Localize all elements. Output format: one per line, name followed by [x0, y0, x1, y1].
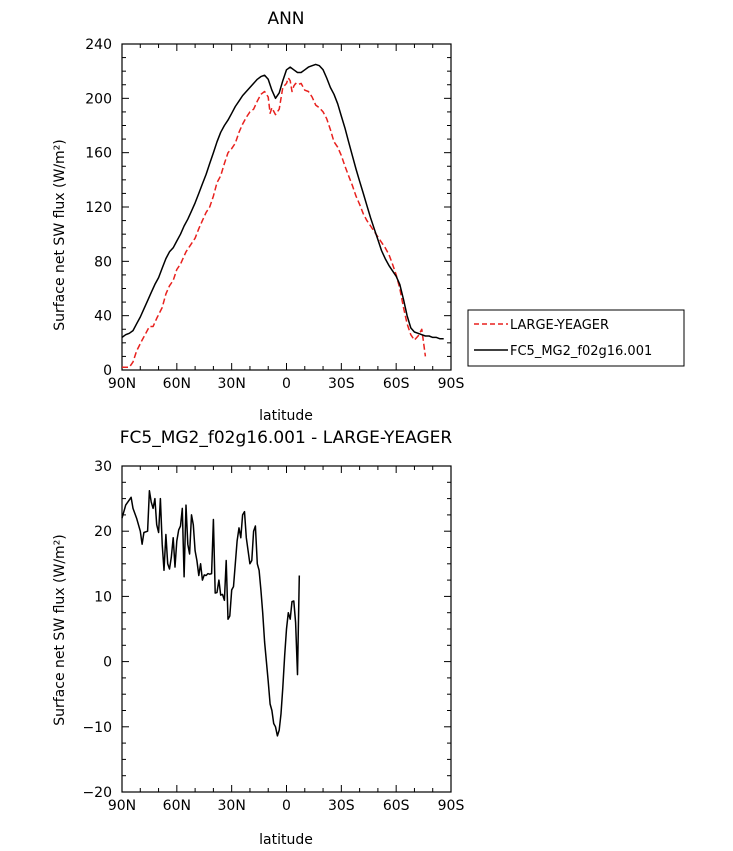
- bottom-chart-title: FC5_MG2_f02g16.001 - LARGE-YEAGER: [120, 428, 453, 448]
- top-chart-panel: ANN 90N 60N 30N 0 30S 60S 90S 0 40 80 120 160 200 240…: [52, 9, 685, 424]
- y-tick-label: 80: [94, 254, 112, 270]
- x-tick-label: 60N: [163, 798, 191, 814]
- y-tick-label: 0: [103, 655, 112, 671]
- top-y-axis-label: Surface net SW flux (W/m²): [52, 139, 68, 331]
- x-tick-label: 90S: [438, 376, 465, 392]
- y-tick-label: 240: [85, 37, 112, 53]
- top-plot-area: 90N 60N 30N 0 30S 60S 90S 0 40 80 120 160 200 240: [85, 37, 464, 392]
- x-tick-label: 0: [282, 798, 291, 814]
- x-tick-label: 30S: [328, 376, 355, 392]
- x-tick-label: 60N: [163, 376, 191, 392]
- x-tick-label: 90N: [108, 798, 136, 814]
- series-line-fc5-mg2-f02g16-001: [121, 63, 444, 340]
- y-tick-label: 160: [85, 146, 112, 162]
- top-legend: LARGE-YEAGER FC5_MG2_f02g16.001: [467, 309, 685, 367]
- top-chart-title: ANN: [267, 9, 304, 29]
- series-line-large-yeager: [122, 77, 427, 369]
- plot-frame: [121, 43, 452, 371]
- y-tick-label: 40: [94, 309, 112, 325]
- x-tick-label: 30N: [218, 798, 246, 814]
- bottom-plot-area: 90N 60N 30N 0 30S 60S 90S −20 −10 0 10 20 30: [82, 459, 464, 814]
- y-tick-label: 30: [94, 459, 112, 475]
- top-x-axis-label: latitude: [259, 408, 313, 424]
- series-line-difference: [121, 490, 301, 737]
- y-tick-label: −10: [82, 720, 112, 736]
- legend-label-fc5: FC5_MG2_f02g16.001: [510, 344, 652, 359]
- legend-label-large-yeager: LARGE-YEAGER: [510, 318, 609, 333]
- bottom-chart-panel: FC5_MG2_f02g16.001 - LARGE-YEAGER 90N 60N…: [52, 428, 464, 848]
- x-tick-label: 90S: [438, 798, 465, 814]
- x-tick-label: 30N: [218, 376, 246, 392]
- x-tick-label: 90N: [108, 376, 136, 392]
- bottom-y-axis-label: Surface net SW flux (W/m²): [52, 534, 68, 726]
- legend-box: [467, 309, 685, 367]
- y-tick-label: 120: [85, 200, 112, 216]
- x-tick-label: 60S: [383, 798, 410, 814]
- y-tick-label: 0: [103, 363, 112, 379]
- y-tick-label: 200: [85, 91, 112, 107]
- y-tick-label: −20: [82, 785, 112, 801]
- x-tick-label: 60S: [383, 376, 410, 392]
- x-tick-label: 0: [282, 376, 291, 392]
- y-tick-label: 10: [94, 589, 112, 605]
- y-tick-label: 20: [94, 524, 112, 540]
- x-tick-label: 30S: [328, 798, 355, 814]
- bottom-x-axis-label: latitude: [259, 832, 313, 848]
